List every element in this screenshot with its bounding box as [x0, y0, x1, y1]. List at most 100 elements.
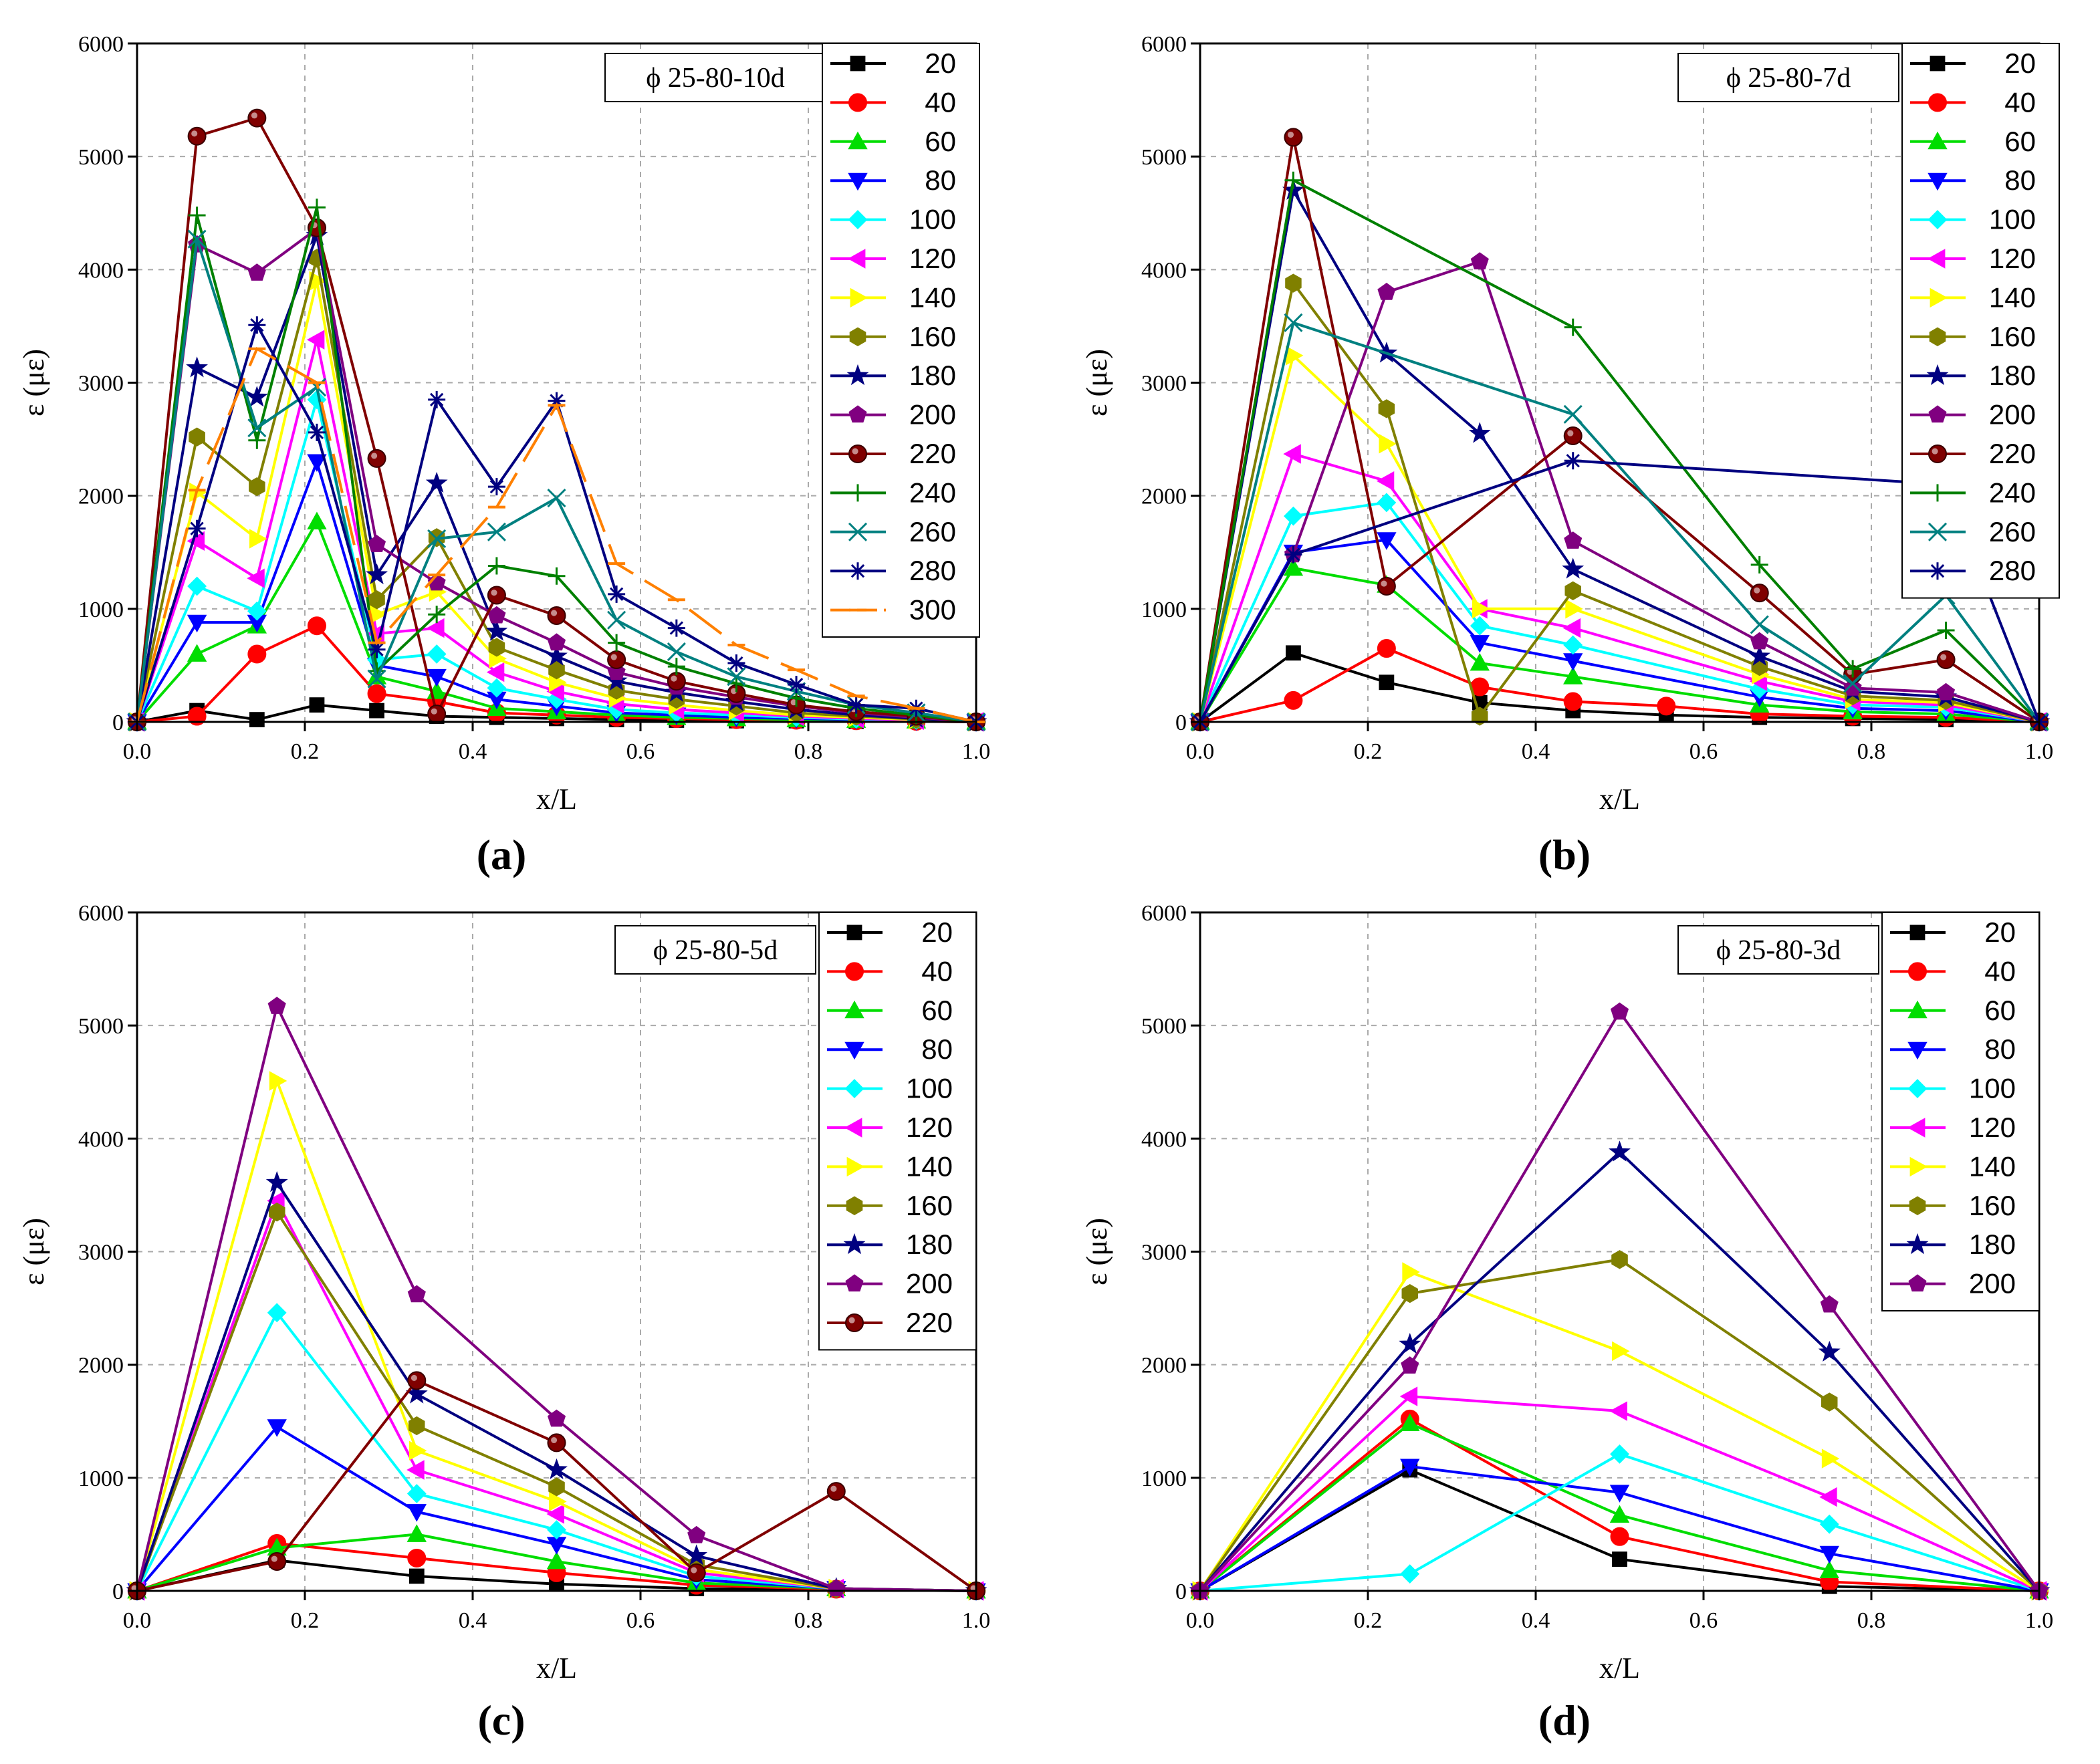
legend-marker [1907, 1079, 1928, 1099]
x-axis-label: x/L [1599, 783, 1640, 815]
data-point [1610, 1527, 1629, 1546]
data-point [1610, 1444, 1629, 1464]
data-point [368, 640, 386, 658]
data-point [407, 1548, 427, 1567]
data-point-highlight [431, 708, 437, 715]
data-point [407, 1371, 427, 1390]
data-point [1819, 1545, 1839, 1564]
data-point [1400, 1413, 1420, 1432]
panel-label: (c) [477, 1696, 525, 1744]
legend-label: 120 [906, 1112, 953, 1143]
legend-label: 40 [925, 86, 956, 118]
legend-label: 200 [1989, 399, 2036, 430]
legend-marker [1929, 562, 1946, 580]
data-point-highlight [691, 1567, 697, 1573]
legend-marker [1928, 93, 1947, 112]
x-tick-label: 0.6 [626, 739, 655, 764]
data-point [1399, 1332, 1421, 1354]
data-point [187, 576, 207, 596]
legend-marker [848, 131, 868, 150]
data-point [1937, 682, 1956, 701]
data-point [1286, 645, 1301, 661]
data-point [369, 703, 384, 719]
data-point [187, 126, 207, 146]
data-point [1563, 692, 1583, 711]
y-tick-label: 2000 [1141, 485, 1187, 509]
data-point [407, 1285, 426, 1303]
data-point [247, 644, 267, 664]
data-point-highlight [830, 1485, 837, 1492]
legend-label: 100 [1969, 1073, 2016, 1104]
y-tick-label: 2000 [1141, 1354, 1187, 1378]
data-point [1610, 1002, 1629, 1020]
specimen-tag: ϕ 25-80-7d [1726, 63, 1851, 94]
data-point [1284, 506, 1303, 526]
x-tick-label: 0.6 [1689, 1608, 1718, 1633]
y-tick-label: 3000 [1141, 372, 1187, 396]
data-point-highlight [371, 453, 378, 459]
data-point [187, 707, 207, 726]
x-tick-label: 0.4 [1522, 739, 1550, 764]
data-point [1819, 1560, 1839, 1578]
data-point [1284, 690, 1303, 710]
legend-marker [1909, 1156, 1928, 1177]
data-point [1379, 434, 1397, 454]
series-140 [1192, 346, 2050, 732]
data-point [1472, 599, 1490, 619]
data-point [247, 418, 267, 438]
data-point [187, 614, 207, 633]
data-point-highlight [610, 654, 617, 660]
data-point [406, 1460, 425, 1480]
data-point [1284, 171, 1302, 189]
data-point [1609, 1485, 1630, 1503]
data-point [1563, 404, 1583, 424]
data-point [1468, 422, 1491, 443]
legend: 20 40 60 80 100 120 140 160 180 200 [1881, 912, 2040, 1311]
data-point [307, 454, 327, 472]
data-point [1818, 1340, 1841, 1362]
data-point [547, 488, 566, 508]
legend-marker [845, 1313, 864, 1332]
data-point [368, 590, 385, 610]
data-point [487, 522, 506, 541]
x-tick-label: 1.0 [962, 1608, 991, 1633]
data-point [1379, 674, 1395, 690]
x-tick-label: 0.4 [459, 1608, 487, 1633]
data-point [727, 654, 745, 672]
data-point [1401, 1283, 1418, 1303]
data-point [1937, 621, 1955, 639]
data-point [409, 1416, 425, 1436]
data-point [308, 199, 326, 217]
legend-label: 240 [1989, 477, 2036, 508]
data-point [249, 529, 267, 549]
legend-label: 120 [1969, 1112, 2016, 1143]
data-point [189, 427, 205, 447]
data-point [1378, 399, 1395, 418]
legend-marker [1906, 1233, 1929, 1255]
legend-box [1901, 43, 2060, 599]
data-point [485, 620, 508, 641]
data-point [1750, 615, 1769, 634]
data-point [1609, 1401, 1627, 1421]
data-point [187, 644, 207, 662]
specimen-tag-box [604, 53, 826, 102]
legend-marker [1930, 287, 1948, 308]
legend-marker [849, 327, 866, 346]
data-point [269, 1071, 287, 1091]
data-point-highlight [671, 675, 677, 682]
legend-label: 180 [906, 1229, 953, 1260]
data-point [1936, 650, 1956, 669]
data-point [428, 390, 446, 408]
data-point [667, 619, 685, 637]
panel-label: (a) [477, 831, 527, 878]
legend-label: 40 [2004, 86, 2036, 118]
legend-label: 280 [909, 555, 956, 586]
legend-marker [848, 522, 868, 541]
data-point [1402, 1262, 1420, 1282]
legend-label: 180 [1989, 360, 2036, 391]
data-point [1472, 707, 1488, 726]
data-point [1562, 557, 1585, 579]
legend-marker [847, 249, 866, 269]
data-point [608, 585, 626, 603]
x-tick-label: 0.4 [1522, 1608, 1550, 1633]
